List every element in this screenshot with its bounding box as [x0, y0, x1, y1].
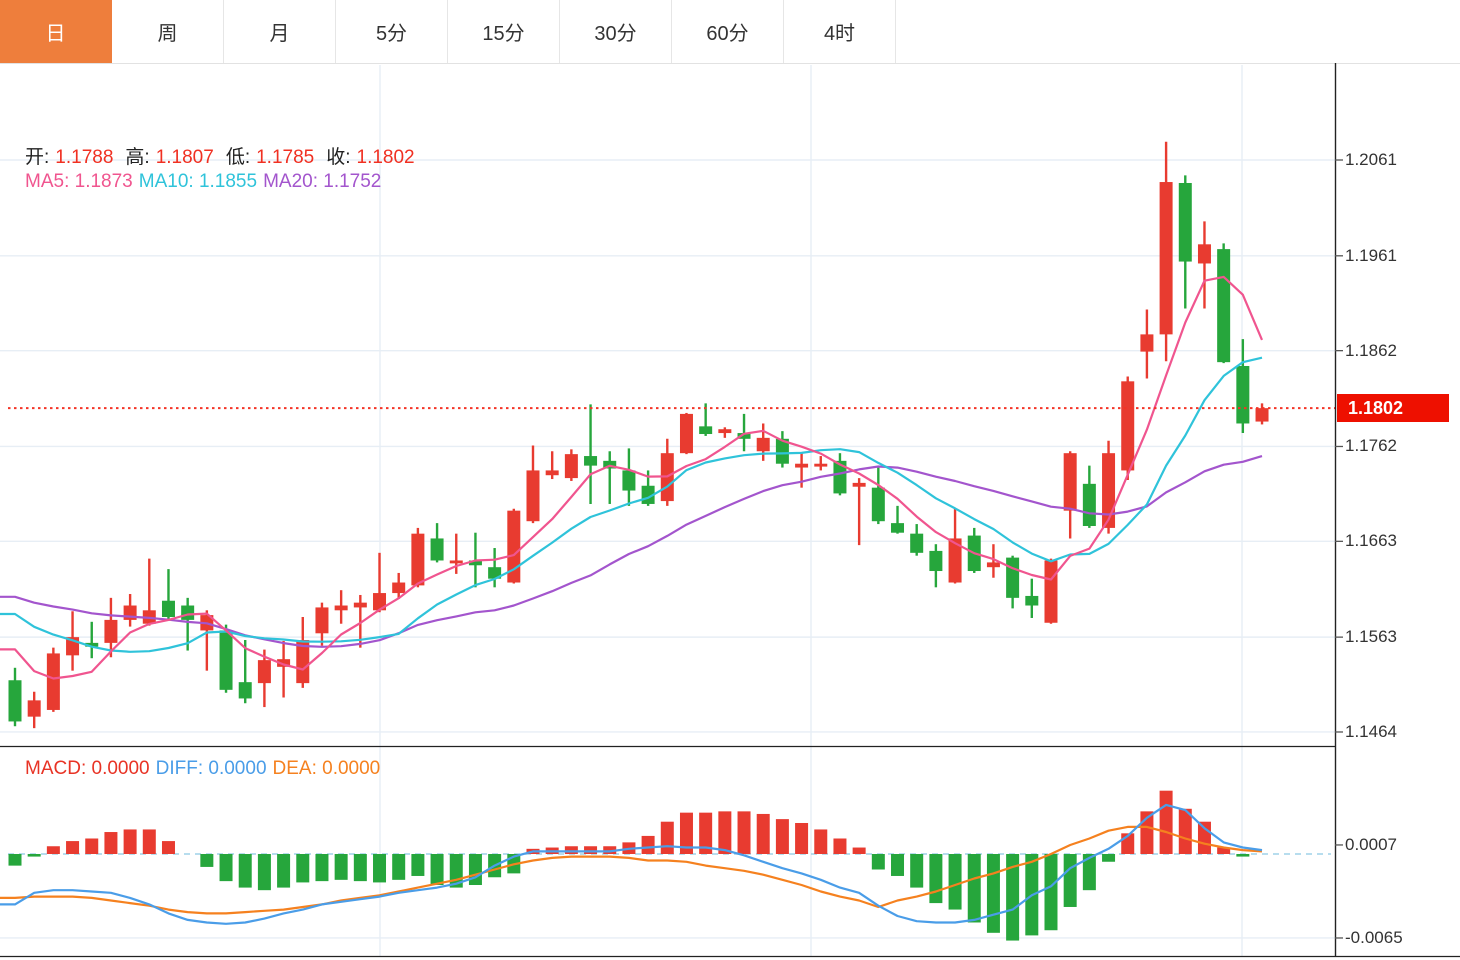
tab-timeframe-3[interactable]: 5分 [336, 0, 448, 63]
price-axis-tick-2: 1.1862 [1345, 340, 1397, 360]
tab-timeframe-5[interactable]: 30分 [560, 0, 672, 63]
ma-readout-item-2: MA20: 1.1752 [263, 171, 382, 192]
price-axis-tick-5: 1.1563 [1345, 627, 1397, 647]
tab-timeframe-7[interactable]: 4时 [784, 0, 896, 63]
tab-timeframe-2[interactable]: 月 [224, 0, 336, 63]
tab-timeframe-1[interactable]: 周 [112, 0, 224, 63]
ohlc-item-0: 开: 1.1788 [25, 147, 114, 168]
macd-readout-item-1: DIFF: 0.0000 [155, 758, 267, 779]
macd-readout-item-2: DEA: 0.0000 [272, 758, 381, 779]
ohlc-item-2: 低: 1.1785 [225, 147, 315, 168]
tab-timeframe-0[interactable]: 日 [0, 0, 112, 63]
ma-readout: MA5: 1.1873 MA10: 1.1855 MA20: 1.1752 [25, 171, 387, 193]
ma-readout-item-0: MA5: 1.1873 [25, 171, 133, 192]
chart-area[interactable]: 开: 1.1788 高: 1.1807 低: 1.1785 收: 1.1802 MA5: 1.… [0, 63, 1460, 960]
price-axis-tick-3: 1.1762 [1345, 436, 1397, 456]
macd-readout: MACD: 0.0000 DIFF: 0.0000 DEA: 0.0000 [25, 758, 386, 780]
ma-readout-item-1: MA10: 1.1855 [138, 171, 258, 192]
tab-timeframe-6[interactable]: 60分 [672, 0, 784, 63]
price-axis-tick-1: 1.1961 [1345, 245, 1397, 265]
ohlc-item-1: 高: 1.1807 [125, 147, 214, 168]
price-axis-tick-4: 1.1663 [1345, 531, 1397, 551]
macd-axis-tick-1: -0.0065 [1345, 927, 1403, 947]
timeframe-tabbar: 日周月 5分 15分 30分 60分 4时 [0, 0, 1460, 64]
candlestick-macd-canvas[interactable] [0, 63, 1460, 960]
macd-axis-tick-0: 0.0007 [1345, 834, 1397, 854]
ohlc-readout: 开: 1.1788 高: 1.1807 低: 1.1785 收: 1.1802 [25, 142, 427, 169]
macd-readout-item-0: MACD: 0.0000 [25, 758, 150, 779]
price-axis-tick-6: 1.1464 [1345, 721, 1397, 741]
last-price-badge: 1.1802 [1337, 394, 1449, 423]
price-axis-tick-0: 1.2061 [1345, 150, 1397, 169]
tab-timeframe-4[interactable]: 15分 [448, 0, 560, 63]
ohlc-item-3: 收: 1.1802 [326, 147, 415, 168]
